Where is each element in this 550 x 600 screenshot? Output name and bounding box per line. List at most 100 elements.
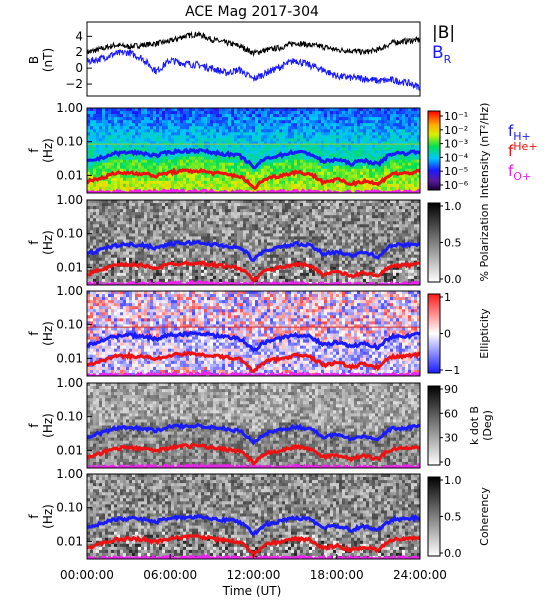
spectrogram-cell [210, 272, 214, 277]
spectrogram-cell [150, 218, 154, 222]
spectrogram-cell [204, 162, 208, 167]
spectrogram-cell [165, 108, 169, 112]
spectrogram-cell [294, 144, 298, 148]
spectrogram-cell [111, 156, 115, 160]
spectrogram-cell [261, 221, 265, 225]
spectrogram-cell [324, 177, 328, 182]
spectrogram-cell [129, 117, 133, 121]
spectrogram-cell [147, 206, 151, 210]
spectrogram-cell [120, 183, 124, 188]
spectrogram-cell [207, 269, 211, 274]
spectrogram-cell [234, 123, 238, 127]
spectrogram-cell [219, 206, 223, 210]
spectrogram-cell [141, 209, 145, 213]
spectrogram-cell [210, 144, 214, 148]
spectrogram-cell [282, 218, 286, 222]
spectrogram-cell [249, 206, 253, 210]
spectrogram-cell [138, 245, 142, 249]
spectrogram-cell [156, 159, 160, 163]
spectrogram-cell [138, 251, 142, 255]
spectrogram-cell [336, 156, 340, 160]
spectrogram-cell [255, 269, 259, 274]
spectrogram-cell [126, 215, 130, 219]
spectrogram-cell [219, 251, 223, 255]
spectrogram-cell [117, 183, 121, 188]
spectrogram-cell [285, 150, 289, 154]
spectrogram-cell [165, 111, 169, 115]
spectrogram-cell [333, 111, 337, 115]
spectrogram-cell [408, 111, 412, 115]
spectrogram-cell [171, 245, 175, 249]
spectrogram-cell [288, 144, 292, 148]
spectrogram-cell [153, 251, 157, 255]
spectrogram-cell [153, 183, 157, 188]
spectrogram-cell [342, 165, 346, 170]
spectrogram-cell [354, 126, 358, 130]
spectrogram-cell [282, 165, 286, 170]
spectrogram-cell [117, 212, 121, 216]
spectrogram-cell [186, 144, 190, 148]
spectrogram-cell [156, 254, 160, 259]
spectrogram-cell [255, 180, 259, 185]
spectrogram-cell [111, 111, 115, 115]
spectrogram-cell [237, 141, 241, 145]
spectrogram-cell [198, 141, 202, 145]
spectrogram-cell [267, 162, 271, 167]
spectrogram-cell [126, 147, 130, 151]
spectrogram-cell [393, 144, 397, 148]
spectrogram-cell [117, 174, 121, 179]
spectrogram-cell [87, 174, 91, 179]
spectrogram-cell [219, 254, 223, 259]
spectrogram-cell [102, 135, 106, 139]
spectrogram-cell [282, 132, 286, 136]
spectrogram-cell [378, 168, 382, 173]
spectrogram-cell [333, 180, 337, 185]
spectrogram-cell [270, 257, 274, 262]
spectrogram-cell [201, 233, 205, 237]
spectrogram-cell [255, 168, 259, 173]
spectrogram-cell [240, 263, 244, 268]
spectrogram-cell [393, 141, 397, 145]
spectrogram-cell [90, 156, 94, 160]
spectrogram-cell [237, 233, 241, 237]
spectrogram-cell [231, 138, 235, 142]
spectrogram-cell [171, 144, 175, 148]
spectrogram-cell [213, 165, 217, 170]
spectrogram-cell [219, 272, 223, 277]
spectrogram-cell [246, 156, 250, 160]
spectrogram-cell [156, 278, 160, 283]
spectrogram-cell [165, 120, 169, 124]
spectrogram-cell [201, 177, 205, 182]
spectrogram-cell [186, 156, 190, 160]
spectrogram-cell [282, 186, 286, 191]
spectrogram-cell [381, 132, 385, 136]
spectrogram-cell [411, 174, 415, 179]
spectrogram-cell [249, 227, 253, 231]
spectrogram-cell [261, 266, 265, 271]
spectrogram-cell [180, 221, 184, 225]
spectrogram-cell [171, 138, 175, 142]
spectrogram-cell [153, 144, 157, 148]
spectrogram-cell [222, 159, 226, 163]
spectrogram-cell [108, 275, 112, 280]
spectrogram-cell [231, 141, 235, 145]
spectrogram-cell [372, 114, 376, 118]
spectrogram-cell [195, 218, 199, 222]
spectrogram-cell [288, 138, 292, 142]
spectrogram-cell [126, 209, 130, 213]
spectrogram-cell [144, 162, 148, 167]
spectrogram-cell [117, 257, 121, 262]
spectrogram-cell [120, 215, 124, 219]
legend-b-radial: BR [432, 43, 452, 66]
spectrogram-cell [369, 129, 373, 133]
spectrogram-cell [198, 227, 202, 231]
spectrogram-cell [162, 206, 166, 210]
spectrogram-cell [99, 272, 103, 277]
spectrogram-cell [417, 165, 421, 170]
spectrogram-cell [135, 114, 139, 118]
spectrogram-cell [174, 218, 178, 222]
spectrogram-cell [333, 126, 337, 130]
spectrogram-cell [300, 174, 304, 179]
spectrogram-cell [375, 168, 379, 173]
spectrogram-cell [372, 168, 376, 173]
